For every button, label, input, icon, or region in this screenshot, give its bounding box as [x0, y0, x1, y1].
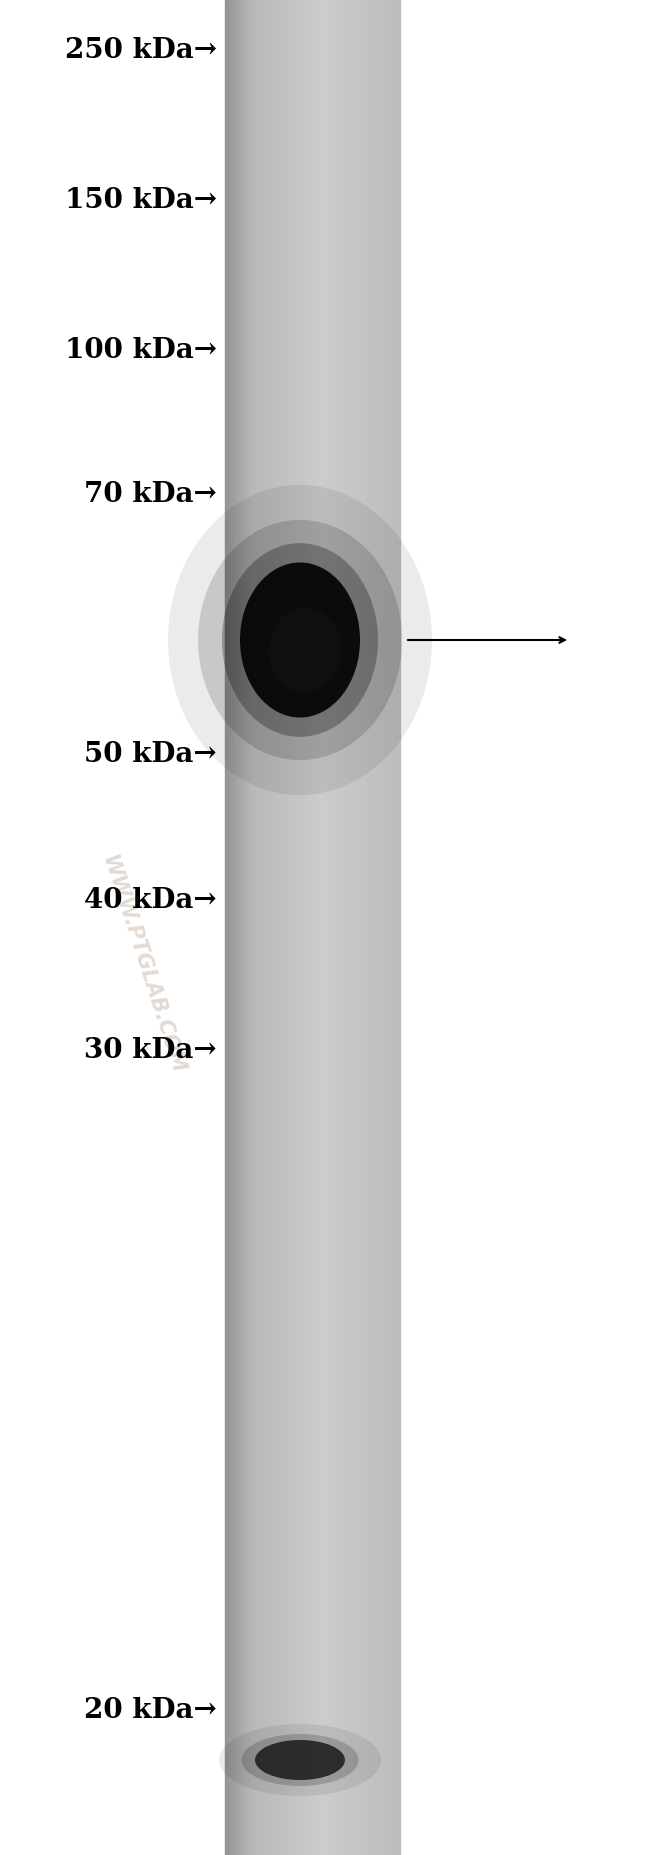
Ellipse shape [219, 1723, 381, 1796]
Text: 50 kDa→: 50 kDa→ [84, 742, 217, 768]
Ellipse shape [198, 519, 402, 761]
Ellipse shape [222, 544, 378, 736]
Ellipse shape [255, 1740, 345, 1781]
Text: 250 kDa→: 250 kDa→ [65, 37, 217, 63]
Ellipse shape [269, 607, 341, 692]
Text: 150 kDa→: 150 kDa→ [65, 187, 217, 213]
Ellipse shape [242, 1734, 359, 1786]
Text: 30 kDa→: 30 kDa→ [84, 1037, 217, 1063]
Text: 40 kDa→: 40 kDa→ [84, 887, 217, 913]
Text: 100 kDa→: 100 kDa→ [65, 336, 217, 364]
Text: 70 kDa→: 70 kDa→ [84, 482, 217, 508]
Text: 20 kDa→: 20 kDa→ [84, 1697, 217, 1723]
Ellipse shape [168, 484, 432, 796]
Ellipse shape [240, 562, 360, 718]
Text: WWW.PTGLAB.COM: WWW.PTGLAB.COM [98, 853, 188, 1076]
